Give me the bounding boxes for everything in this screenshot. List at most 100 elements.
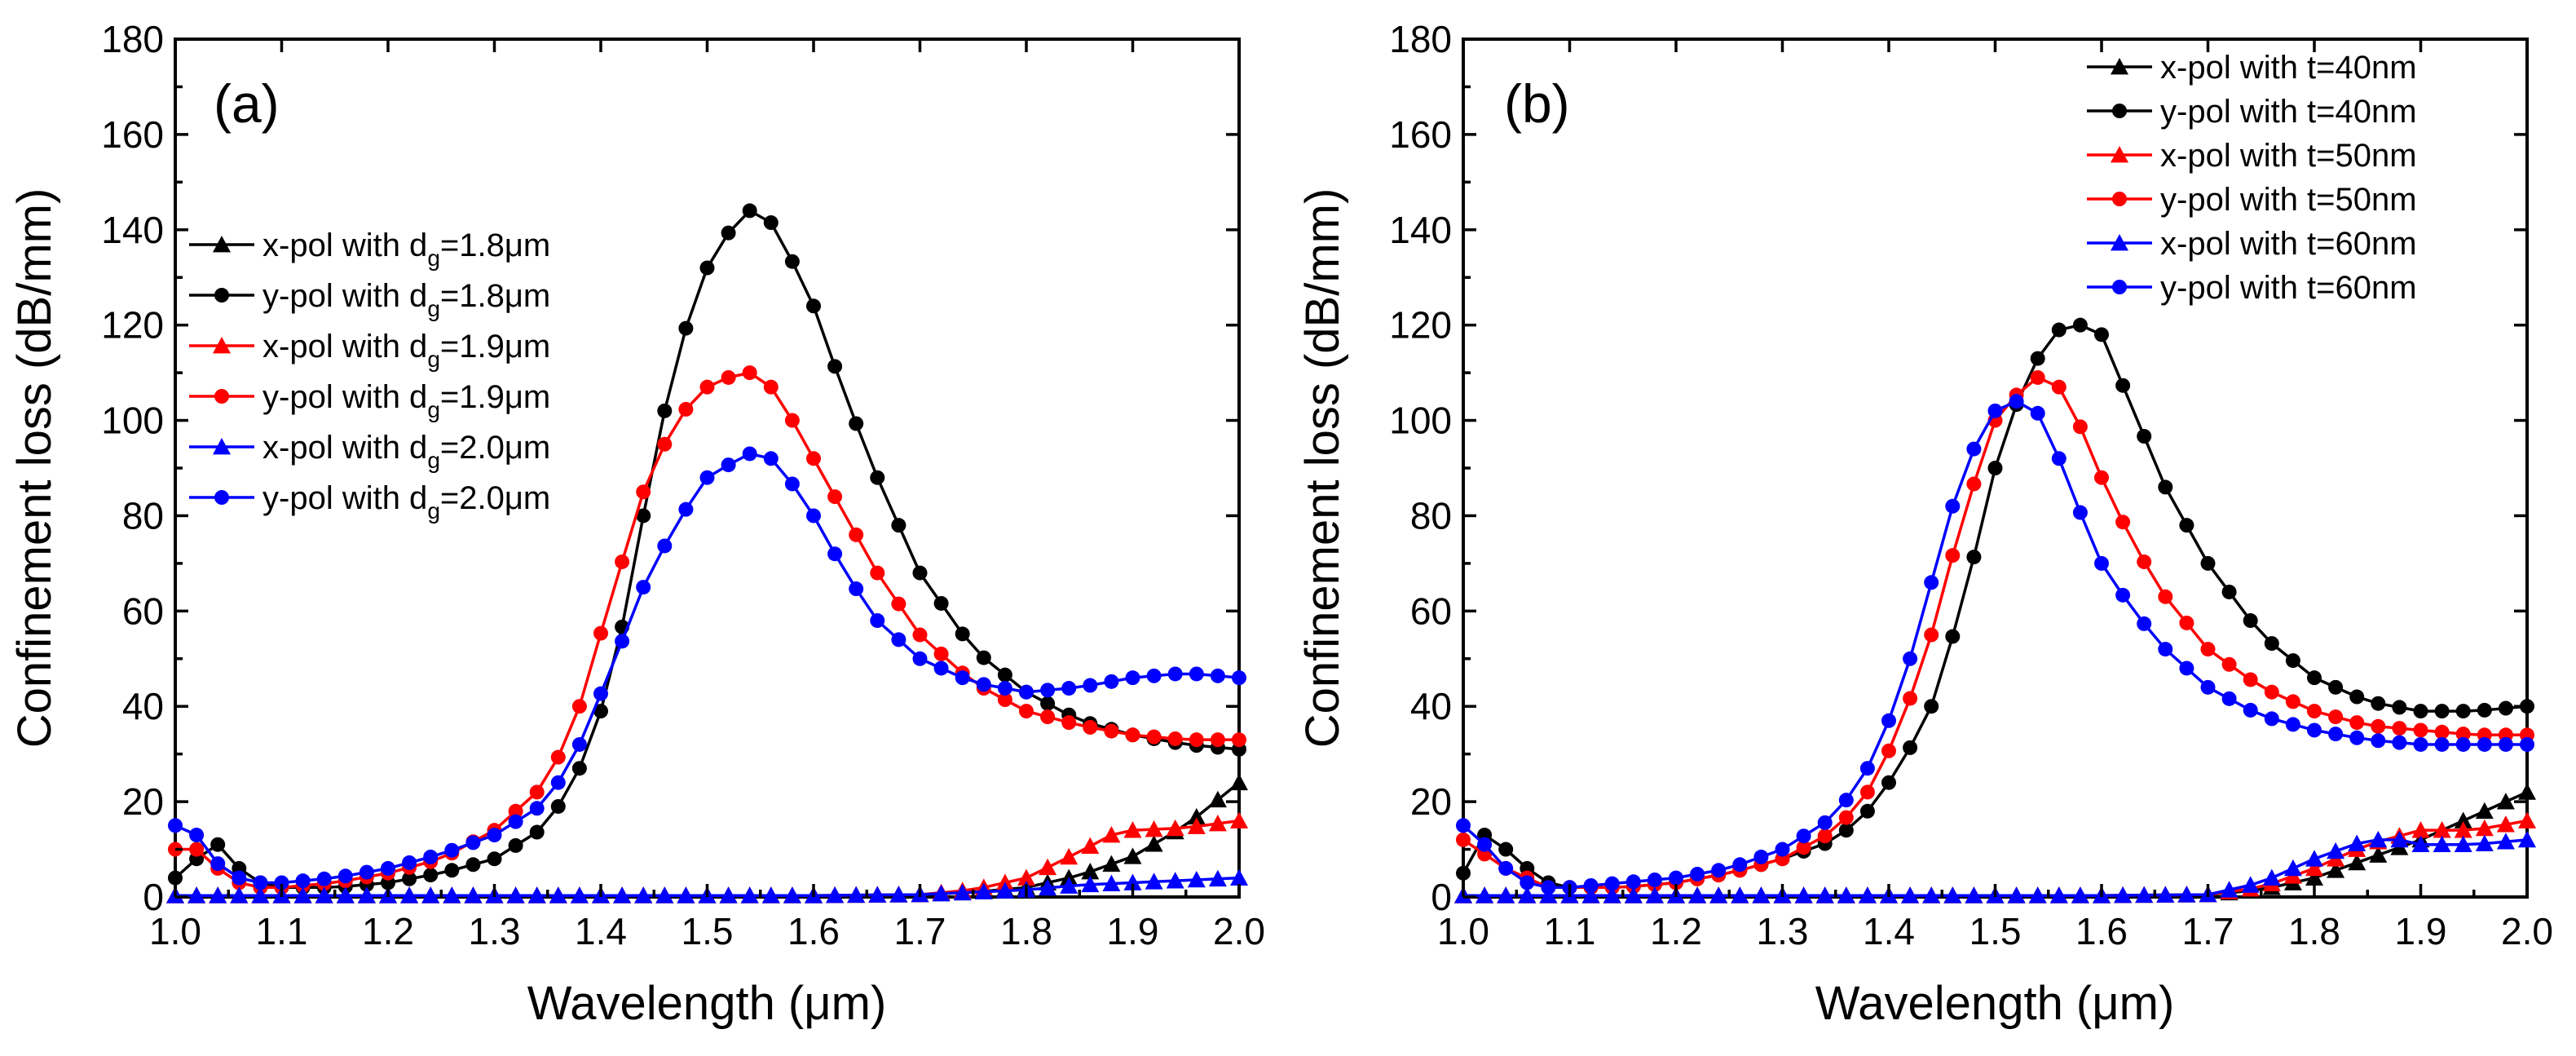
data-point-a-3-48 bbox=[1189, 732, 1204, 748]
data-point-b-1-36 bbox=[2221, 584, 2237, 599]
legend-a: x-pol with dg=1.8μm y-pol with dg=1.8μm x-… bbox=[189, 228, 550, 524]
data-point-b-4-27 bbox=[2028, 886, 2047, 904]
data-point-b-5-20 bbox=[1881, 713, 1896, 728]
data-point-a-3-31 bbox=[827, 489, 843, 505]
data-point-a-1-34 bbox=[891, 518, 906, 533]
legend-label-b-0: x-pol with t=40nm bbox=[2160, 50, 2417, 86]
data-point-b-5-46 bbox=[2434, 736, 2450, 752]
data-point-b-0-41 bbox=[2327, 861, 2345, 878]
data-point-a-0-49 bbox=[1208, 790, 1227, 808]
data-point-b-2-40 bbox=[2305, 859, 2323, 877]
data-point-a-2-45 bbox=[1123, 821, 1142, 838]
data-point-b-5-1 bbox=[1477, 837, 1493, 852]
data-point-b-4-41 bbox=[2327, 842, 2345, 859]
data-point-a-1-19 bbox=[571, 761, 587, 776]
data-point-a-3-32 bbox=[849, 527, 864, 542]
data-point-b-1-18 bbox=[1838, 823, 1854, 838]
data-point-b-4-29 bbox=[2071, 886, 2089, 904]
data-point-a-5-7 bbox=[316, 871, 332, 886]
data-point-b-3-40 bbox=[2307, 704, 2322, 719]
panel-b: 1.0 1.1 1.2 1.3 1.4 1.5 1.6 1.7 1.8 1.9 2.0 0 20 40 60… bbox=[1296, 18, 2553, 1030]
x-tick-label-a-1: 1.1 bbox=[256, 910, 308, 952]
data-point-a-4-9 bbox=[357, 886, 376, 904]
data-point-b-3-34 bbox=[2179, 615, 2194, 630]
legend-label-b-1: y-pol with t=40nm bbox=[2160, 94, 2417, 130]
series-line-b-0 bbox=[1463, 790, 2528, 897]
data-point-a-3-1 bbox=[189, 842, 205, 857]
legend-label-a-0: x-pol with dg=1.8μm bbox=[262, 228, 550, 271]
data-point-a-1-11 bbox=[402, 871, 417, 886]
y-tick-label-a-2: 40 bbox=[122, 685, 164, 727]
data-point-b-4-34 bbox=[2177, 886, 2196, 903]
data-point-a-5-24 bbox=[678, 501, 694, 517]
data-point-b-3-27 bbox=[2030, 369, 2045, 385]
data-point-a-2-48 bbox=[1187, 817, 1206, 834]
data-point-b-5-44 bbox=[2392, 735, 2407, 750]
legend-marker-b-3 bbox=[2112, 192, 2127, 206]
data-point-b-5-33 bbox=[2158, 642, 2173, 657]
data-point-b-4-21 bbox=[1901, 886, 1920, 904]
x-tick-label-a-4: 1.4 bbox=[575, 910, 627, 952]
data-point-b-0-43 bbox=[2369, 846, 2388, 863]
data-point-a-5-19 bbox=[571, 736, 587, 752]
data-point-b-5-48 bbox=[2477, 736, 2492, 752]
data-point-b-1-0 bbox=[1456, 865, 1471, 881]
data-point-a-3-40 bbox=[1019, 704, 1034, 719]
legend-item-a-2: x-pol with dg=1.9μm bbox=[189, 329, 550, 372]
data-point-a-5-21 bbox=[615, 634, 630, 649]
legend-marker-b-1 bbox=[2112, 104, 2127, 118]
data-point-b-5-35 bbox=[2200, 679, 2216, 695]
data-point-b-1-47 bbox=[2455, 704, 2471, 719]
y-tick-label-b-0: 0 bbox=[1431, 876, 1452, 918]
data-point-b-4-6 bbox=[1581, 886, 1600, 904]
data-point-a-5-25 bbox=[699, 470, 715, 485]
data-point-b-5-2 bbox=[1498, 860, 1514, 876]
data-point-b-5-3 bbox=[1520, 875, 1535, 890]
data-point-a-1-0 bbox=[168, 870, 183, 886]
data-point-b-5-25 bbox=[1987, 403, 2003, 418]
data-point-b-1-21 bbox=[1903, 740, 1918, 755]
data-point-a-4-3 bbox=[230, 886, 249, 904]
data-point-b-4-44 bbox=[2390, 830, 2409, 848]
data-point-a-3-17 bbox=[529, 784, 545, 800]
data-point-a-4-6 bbox=[293, 886, 312, 904]
data-point-b-5-34 bbox=[2179, 661, 2194, 676]
data-point-a-4-44 bbox=[1102, 874, 1121, 891]
data-point-a-3-50 bbox=[1232, 732, 1246, 748]
data-point-b-4-1 bbox=[1475, 886, 1494, 904]
data-point-a-0-48 bbox=[1187, 807, 1206, 825]
data-point-a-3-26 bbox=[721, 369, 736, 385]
data-point-a-0-50 bbox=[1230, 773, 1248, 791]
legend-marker-a-0 bbox=[213, 236, 231, 253]
data-point-a-5-49 bbox=[1210, 668, 1225, 683]
y-tick-label-b-8: 160 bbox=[1389, 113, 1452, 156]
data-point-b-5-13 bbox=[1732, 857, 1748, 873]
data-point-b-4-38 bbox=[2262, 868, 2281, 886]
x-tick-label-a-6: 1.6 bbox=[787, 910, 840, 952]
y-tick-label-a-3: 60 bbox=[122, 590, 164, 632]
y-tick-label-b-6: 120 bbox=[1389, 304, 1452, 347]
data-point-b-4-8 bbox=[1624, 886, 1643, 904]
data-point-a-5-43 bbox=[1083, 678, 1098, 693]
data-point-a-5-2 bbox=[210, 856, 226, 872]
data-point-a-5-37 bbox=[955, 670, 970, 686]
data-point-b-4-17 bbox=[1815, 886, 1834, 904]
legend-marker-b-4 bbox=[2111, 234, 2128, 251]
data-point-b-4-2 bbox=[1497, 886, 1515, 904]
data-point-b-4-48 bbox=[2475, 834, 2494, 851]
data-point-b-1-38 bbox=[2264, 636, 2279, 652]
legend-marker-a-2 bbox=[213, 337, 231, 354]
data-point-a-3-45 bbox=[1125, 727, 1140, 743]
data-point-b-5-41 bbox=[2328, 727, 2344, 742]
data-point-b-1-44 bbox=[2392, 700, 2407, 715]
data-point-a-3-49 bbox=[1210, 732, 1225, 748]
data-point-a-3-36 bbox=[933, 646, 949, 661]
data-point-a-5-36 bbox=[933, 661, 949, 676]
x-tick-label-a-10: 2.0 bbox=[1213, 910, 1265, 952]
legend-item-b-0: x-pol with t=40nm bbox=[2087, 50, 2417, 86]
data-point-a-4-39 bbox=[995, 881, 1014, 899]
data-point-a-5-8 bbox=[337, 868, 353, 884]
data-point-a-5-34 bbox=[891, 632, 906, 647]
data-point-a-2-41 bbox=[1039, 858, 1057, 876]
data-point-a-4-45 bbox=[1123, 873, 1142, 890]
